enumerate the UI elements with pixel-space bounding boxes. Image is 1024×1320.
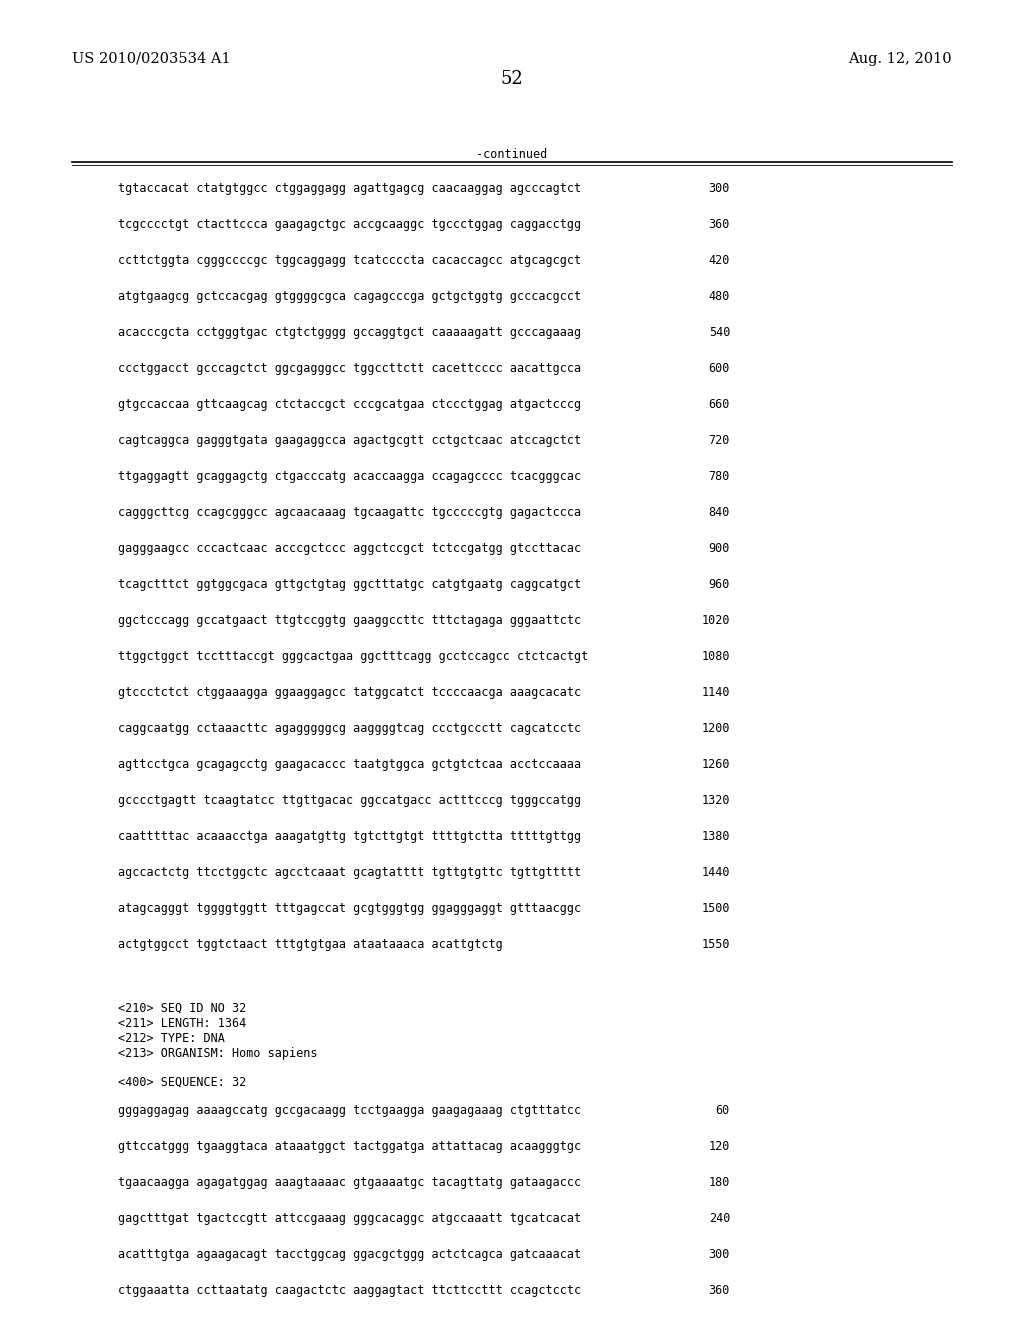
- Text: 1200: 1200: [701, 722, 730, 735]
- Text: gggaggagag aaaagccatg gccgacaagg tcctgaagga gaagagaaag ctgtttatcc: gggaggagag aaaagccatg gccgacaagg tcctgaa…: [118, 1104, 582, 1117]
- Text: 1550: 1550: [701, 939, 730, 950]
- Text: 1260: 1260: [701, 758, 730, 771]
- Text: 840: 840: [709, 506, 730, 519]
- Text: gtgccaccaa gttcaagcag ctctaccgct cccgcatgaa ctccctggag atgactcccg: gtgccaccaa gttcaagcag ctctaccgct cccgcat…: [118, 399, 582, 411]
- Text: <210> SEQ ID NO 32: <210> SEQ ID NO 32: [118, 1002, 246, 1015]
- Text: <400> SEQUENCE: 32: <400> SEQUENCE: 32: [118, 1076, 246, 1089]
- Text: ttgaggagtt gcaggagctg ctgacccatg acaccaagga ccagagcccc tcacgggcac: ttgaggagtt gcaggagctg ctgacccatg acaccaa…: [118, 470, 582, 483]
- Text: 360: 360: [709, 218, 730, 231]
- Text: 1500: 1500: [701, 902, 730, 915]
- Text: 1380: 1380: [701, 830, 730, 843]
- Text: caatttttac acaaacctga aaagatgttg tgtcttgtgt ttttgtctta tttttgttgg: caatttttac acaaacctga aaagatgttg tgtcttg…: [118, 830, 582, 843]
- Text: 1320: 1320: [701, 795, 730, 807]
- Text: 660: 660: [709, 399, 730, 411]
- Text: 900: 900: [709, 543, 730, 554]
- Text: tgtaccacat ctatgtggcc ctggaggagg agattgagcg caacaaggag agcccagtct: tgtaccacat ctatgtggcc ctggaggagg agattga…: [118, 182, 582, 195]
- Text: 60: 60: [716, 1104, 730, 1117]
- Text: 600: 600: [709, 362, 730, 375]
- Text: 1080: 1080: [701, 649, 730, 663]
- Text: cagtcaggca gagggtgata gaagaggcca agactgcgtt cctgctcaac atccagctct: cagtcaggca gagggtgata gaagaggcca agactgc…: [118, 434, 582, 447]
- Text: gttccatggg tgaaggtaca ataaatggct tactggatga attattacag acaagggtgc: gttccatggg tgaaggtaca ataaatggct tactgga…: [118, 1140, 582, 1152]
- Text: US 2010/0203534 A1: US 2010/0203534 A1: [72, 51, 230, 66]
- Text: agttcctgca gcagagcctg gaagacaccc taatgtggca gctgtctcaa acctccaaaa: agttcctgca gcagagcctg gaagacaccc taatgtg…: [118, 758, 582, 771]
- Text: tcgcccctgt ctacttccca gaagagctgc accgcaaggc tgccctggag caggacctgg: tcgcccctgt ctacttccca gaagagctgc accgcaa…: [118, 218, 582, 231]
- Text: 120: 120: [709, 1140, 730, 1152]
- Text: acatttgtga agaagacagt tacctggcag ggacgctggg actctcagca gatcaaacat: acatttgtga agaagacagt tacctggcag ggacgct…: [118, 1247, 582, 1261]
- Text: <213> ORGANISM: Homo sapiens: <213> ORGANISM: Homo sapiens: [118, 1047, 317, 1060]
- Text: <211> LENGTH: 1364: <211> LENGTH: 1364: [118, 1016, 246, 1030]
- Text: acacccgcta cctgggtgac ctgtctgggg gccaggtgct caaaaagatt gcccagaaag: acacccgcta cctgggtgac ctgtctgggg gccaggt…: [118, 326, 582, 339]
- Text: atagcagggt tggggtggtt tttgagccat gcgtgggtgg ggagggaggt gtttaacggc: atagcagggt tggggtggtt tttgagccat gcgtggg…: [118, 902, 582, 915]
- Text: 420: 420: [709, 253, 730, 267]
- Text: tcagctttct ggtggcgaca gttgctgtag ggctttatgc catgtgaatg caggcatgct: tcagctttct ggtggcgaca gttgctgtag ggcttta…: [118, 578, 582, 591]
- Text: 1140: 1140: [701, 686, 730, 700]
- Text: ggctcccagg gccatgaact ttgtccggtg gaaggccttc tttctagaga gggaattctc: ggctcccagg gccatgaact ttgtccggtg gaaggcc…: [118, 614, 582, 627]
- Text: gagggaagcc cccactcaac acccgctccc aggctccgct tctccgatgg gtccttacac: gagggaagcc cccactcaac acccgctccc aggctcc…: [118, 543, 582, 554]
- Text: gcccctgagtt tcaagtatcc ttgttgacac ggccatgacc actttcccg tgggccatgg: gcccctgagtt tcaagtatcc ttgttgacac ggccat…: [118, 795, 582, 807]
- Text: 780: 780: [709, 470, 730, 483]
- Text: 180: 180: [709, 1176, 730, 1189]
- Text: cagggcttcg ccagcgggcc agcaacaaag tgcaagattc tgcccccgtg gagactccca: cagggcttcg ccagcgggcc agcaacaaag tgcaaga…: [118, 506, 582, 519]
- Text: 300: 300: [709, 1247, 730, 1261]
- Text: ttggctggct tcctttaccgt gggcactgaa ggctttcagg gcctccagcc ctctcactgt: ttggctggct tcctttaccgt gggcactgaa ggcttt…: [118, 649, 588, 663]
- Text: -continued: -continued: [476, 148, 548, 161]
- Text: ccctggacct gcccagctct ggcgagggcc tggccttctt cacettcccc aacattgcca: ccctggacct gcccagctct ggcgagggcc tggcctt…: [118, 362, 582, 375]
- Text: <212> TYPE: DNA: <212> TYPE: DNA: [118, 1032, 225, 1045]
- Text: 540: 540: [709, 326, 730, 339]
- Text: actgtggcct tggtctaact tttgtgtgaa ataataaaca acattgtctg: actgtggcct tggtctaact tttgtgtgaa ataataa…: [118, 939, 503, 950]
- Text: 300: 300: [709, 182, 730, 195]
- Text: 720: 720: [709, 434, 730, 447]
- Text: 960: 960: [709, 578, 730, 591]
- Text: 360: 360: [709, 1284, 730, 1298]
- Text: 1020: 1020: [701, 614, 730, 627]
- Text: atgtgaagcg gctccacgag gtggggcgca cagagcccga gctgctggtg gcccacgcct: atgtgaagcg gctccacgag gtggggcgca cagagcc…: [118, 290, 582, 304]
- Text: 1440: 1440: [701, 866, 730, 879]
- Text: gtccctctct ctggaaagga ggaaggagcc tatggcatct tccccaacga aaagcacatc: gtccctctct ctggaaagga ggaaggagcc tatggca…: [118, 686, 582, 700]
- Text: Aug. 12, 2010: Aug. 12, 2010: [848, 51, 952, 66]
- Text: tgaacaagga agagatggag aaagtaaaac gtgaaaatgc tacagttatg gataagaccc: tgaacaagga agagatggag aaagtaaaac gtgaaaa…: [118, 1176, 582, 1189]
- Text: 52: 52: [501, 70, 523, 88]
- Text: agccactctg ttcctggctc agcctcaaat gcagtatttt tgttgtgttc tgttgttttt: agccactctg ttcctggctc agcctcaaat gcagtat…: [118, 866, 582, 879]
- Text: 480: 480: [709, 290, 730, 304]
- Text: 240: 240: [709, 1212, 730, 1225]
- Text: ccttctggta cgggccccgc tggcaggagg tcatccccta cacaccagcc atgcagcgct: ccttctggta cgggccccgc tggcaggagg tcatccc…: [118, 253, 582, 267]
- Text: caggcaatgg cctaaacttc agagggggcg aaggggtcag ccctgccctt cagcatcctc: caggcaatgg cctaaacttc agagggggcg aaggggt…: [118, 722, 582, 735]
- Text: ctggaaatta ccttaatatg caagactctc aaggagtact ttcttccttt ccagctcctc: ctggaaatta ccttaatatg caagactctc aaggagt…: [118, 1284, 582, 1298]
- Text: gagctttgat tgactccgtt attccgaaag gggcacaggc atgccaaatt tgcatcacat: gagctttgat tgactccgtt attccgaaag gggcaca…: [118, 1212, 582, 1225]
